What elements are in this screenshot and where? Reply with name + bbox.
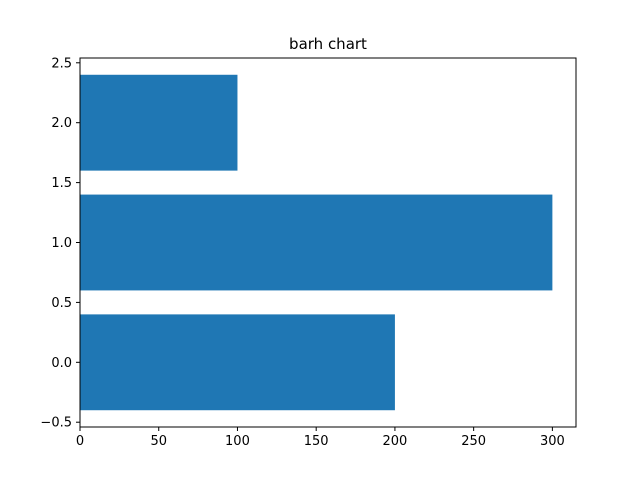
x-tick-label: 150 [304,434,329,449]
y-tick-label: 2.0 [51,116,72,131]
y-tick-label: 1.0 [51,236,72,251]
y-tick-label: −0.5 [40,416,72,431]
chart-title: barh chart [289,35,367,53]
y-tick-label: 0.5 [51,296,72,311]
bar-2 [80,74,238,171]
x-tick-label: 300 [540,434,565,449]
x-tick-label: 0 [76,434,84,449]
x-tick-label: 100 [225,434,250,449]
bar-1 [80,194,553,291]
y-tick-label: 1.5 [51,176,72,191]
x-tick-label: 250 [461,434,486,449]
x-tick-label: 200 [383,434,408,449]
y-tick-label: 0.0 [51,356,72,371]
ticks-layer: 0 50 100 150 200 250 300 −0.5 0.0 0.5 1.0 1.5 2.0 2.5 [40,56,564,449]
bar-0 [80,314,395,411]
bars-layer [80,74,553,411]
y-tick-label: 2.5 [51,56,72,71]
plot-frame [79,57,577,428]
x-tick-label: 50 [150,434,167,449]
